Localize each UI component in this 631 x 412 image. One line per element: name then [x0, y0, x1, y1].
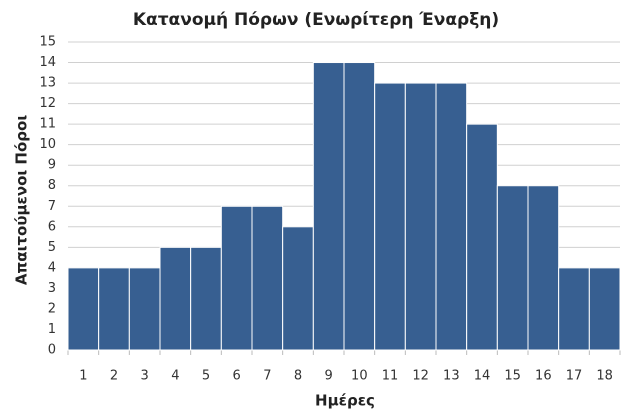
bar: [404, 82, 437, 351]
x-tick-label: 6: [233, 369, 241, 384]
bar: [312, 62, 345, 351]
x-tick-label: 1: [79, 369, 87, 384]
y-tick-label: 6: [48, 219, 56, 234]
bar: [558, 267, 590, 351]
y-tick-label: 5: [48, 240, 56, 255]
y-tick-label: 13: [39, 76, 56, 91]
x-tick-label: 11: [382, 369, 399, 384]
bar: [128, 267, 161, 351]
bar: [159, 246, 192, 351]
bar: [251, 205, 284, 351]
x-tick-label: 15: [504, 369, 521, 384]
x-tick-label: 10: [351, 369, 368, 384]
bar: [435, 82, 468, 351]
y-tick-label: 4: [48, 260, 56, 275]
bar: [343, 62, 376, 351]
x-axis-title: Ημέρες: [315, 392, 375, 410]
y-tick-label: 1: [48, 322, 56, 337]
x-tick-label: 14: [474, 369, 491, 384]
y-tick-label: 11: [39, 117, 56, 132]
y-tick-label: 15: [39, 35, 56, 50]
bar: [282, 226, 314, 351]
bar: [466, 123, 498, 351]
x-tick-label: 13: [443, 369, 460, 384]
bar: [220, 205, 253, 351]
y-tick-label: 12: [39, 96, 56, 111]
x-tick-label: 2: [110, 369, 118, 384]
bar: [98, 267, 130, 351]
x-tick-label: 16: [535, 369, 552, 384]
y-tick-label: 14: [39, 55, 56, 70]
x-tick-label: 5: [202, 369, 210, 384]
x-tick-label: 18: [596, 369, 613, 384]
bar: [67, 267, 100, 351]
bar: [496, 185, 529, 351]
x-tick-label: 8: [294, 369, 302, 384]
bar: [588, 267, 621, 351]
x-tick-label: 4: [171, 369, 179, 384]
bar: [527, 185, 560, 351]
y-axis-title: Απαιτούμενοι Πόροι: [13, 115, 31, 286]
x-tick-label: 17: [566, 369, 583, 384]
x-tick-label: 7: [263, 369, 271, 384]
x-tick-label: 9: [325, 369, 333, 384]
y-tick-label: 0: [48, 343, 56, 358]
y-tick-label: 3: [48, 281, 56, 296]
x-tick-label: 3: [141, 369, 149, 384]
y-tick-label: 8: [48, 178, 56, 193]
bar: [374, 82, 406, 351]
y-tick-label: 7: [48, 199, 56, 214]
bar: [190, 246, 222, 351]
y-tick-label: 10: [39, 137, 56, 152]
y-tick-label: 2: [48, 301, 56, 316]
x-tick-label: 12: [412, 369, 429, 384]
y-tick-label: 9: [48, 158, 56, 173]
chart-title: Κατανομή Πόρων (Ενωρίτερη Έναρξη): [133, 10, 499, 30]
